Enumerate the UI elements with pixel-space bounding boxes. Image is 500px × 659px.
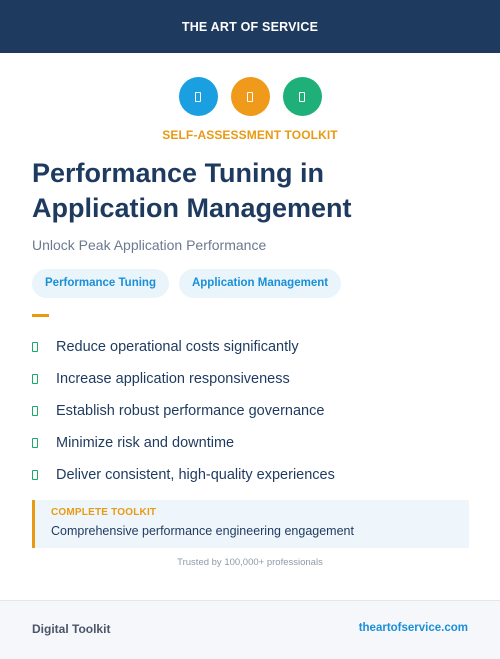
brand-name: THE ART OF SERVICE xyxy=(181,19,319,34)
tag-application-management[interactable]: Application Management xyxy=(178,269,342,298)
orange-feature-icon xyxy=(230,77,270,116)
page-subtitle: Unlock Peak Application Performance xyxy=(32,237,267,253)
callout-label: COMPLETE TOOLKIT xyxy=(51,507,157,518)
benefit-list: Reduce operational costs significantly I… xyxy=(32,331,335,491)
check-icon xyxy=(32,406,38,416)
benefit-item: Deliver consistent, high-quality experie… xyxy=(32,459,335,491)
toolkit-kicker: SELF-ASSESSMENT TOOLKIT xyxy=(162,128,338,142)
trust-note: Trusted by 100,000+ professionals xyxy=(177,557,323,568)
website-link[interactable]: theartofservice.com xyxy=(358,622,468,634)
check-icon xyxy=(32,374,38,384)
page-footer: Digital Toolkit theartofservice.com xyxy=(0,600,500,659)
toolkit-callout: COMPLETE TOOLKIT Comprehensive performan… xyxy=(32,500,469,548)
accent-divider xyxy=(32,314,49,317)
check-icon xyxy=(32,470,38,480)
benefit-item: Minimize risk and downtime xyxy=(32,427,335,459)
callout-text: Comprehensive performance engineering en… xyxy=(51,524,354,538)
tag-performance-tuning[interactable]: Performance Tuning xyxy=(32,269,169,298)
tag-list: Performance Tuning Application Managemen… xyxy=(32,269,342,298)
brand-header: THE ART OF SERVICE xyxy=(0,0,500,53)
benefit-item: Increase application responsiveness xyxy=(32,363,335,395)
check-icon xyxy=(32,438,38,448)
page-title: Performance Tuning in Application Manage… xyxy=(32,158,352,223)
benefit-item: Establish robust performance governance xyxy=(32,395,335,427)
benefit-item: Reduce operational costs significantly xyxy=(32,331,335,363)
green-feature-icon xyxy=(282,77,322,116)
blue-feature-icon xyxy=(178,77,218,116)
icon-row xyxy=(0,77,500,116)
check-icon xyxy=(32,342,38,352)
footer-label: Digital Toolkit xyxy=(32,622,111,636)
